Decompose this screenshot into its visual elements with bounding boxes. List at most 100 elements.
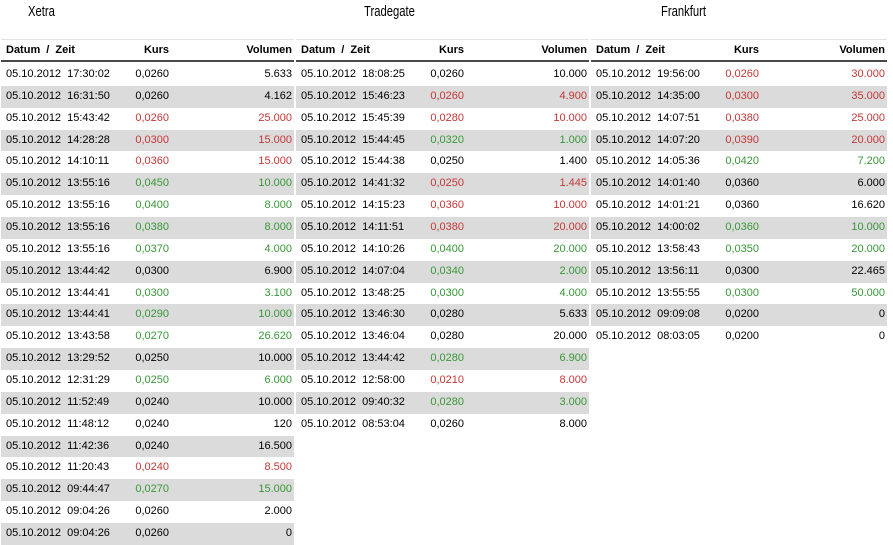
trade-volume: 5.633 <box>559 308 587 321</box>
trade-price: 0,0260 <box>135 505 169 518</box>
trade-price: 0,0260 <box>430 89 464 102</box>
trade-datetime: 05.10.2012 15:43:42 <box>6 111 110 124</box>
trade-datetime: 05.10.2012 08:53:04 <box>301 417 405 430</box>
trade-datetime: 05.10.2012 11:52:49 <box>6 395 110 408</box>
trade-price: 0,0380 <box>725 111 759 124</box>
trade-volume: 10.000 <box>258 177 292 190</box>
trade-datetime: 05.10.2012 09:04:26 <box>6 527 110 540</box>
trade-price: 0,0280 <box>430 111 464 124</box>
trade-row: 05.10.2012 14:07:04 0,0340 2.000 <box>296 260 589 283</box>
trade-price: 0,0300 <box>725 264 759 277</box>
trade-volume: 4.000 <box>559 286 587 299</box>
trade-price: 0,0260 <box>135 68 169 80</box>
trade-price: 0,0270 <box>135 330 169 343</box>
trade-volume: 15.000 <box>258 155 292 168</box>
trade-volume: 3.100 <box>264 286 292 299</box>
trade-datetime: 05.10.2012 14:01:40 <box>596 177 700 190</box>
trade-row: 05.10.2012 15:46:23 0,0260 4.900 <box>296 85 589 108</box>
trade-row: 05.10.2012 17:30:02 0,0260 5.633 <box>1 64 294 86</box>
trade-price: 0,0300 <box>725 89 759 102</box>
column-header-datum-zeit: Datum / Zeit <box>301 44 370 56</box>
trade-datetime: 05.10.2012 13:44:42 <box>6 264 110 277</box>
trade-row: 05.10.2012 09:40:32 0,0280 3.000 <box>296 391 589 414</box>
trade-row: 05.10.2012 13:44:42 0,0300 6.900 <box>1 260 294 283</box>
trades-table-body-frankfurt: 05.10.2012 19:56:00 0,0260 30.000 05.10.201… <box>591 64 887 349</box>
trade-row: 05.10.2012 13:46:04 0,0280 20.000 <box>296 326 589 349</box>
trade-row: 05.10.2012 14:41:32 0,0250 1.445 <box>296 173 589 196</box>
trade-volume: 6.000 <box>264 374 292 387</box>
trade-volume: 1.000 <box>559 133 587 146</box>
trade-volume: 22.465 <box>851 264 885 277</box>
trade-price: 0,0290 <box>135 308 169 321</box>
trade-price: 0,0280 <box>430 395 464 408</box>
trade-price: 0,0420 <box>725 155 759 168</box>
exchange-title-xetra: Xetra <box>28 3 55 20</box>
trade-volume: 10.000 <box>553 199 587 212</box>
trade-price: 0,0300 <box>135 133 169 146</box>
trade-volume: 8.000 <box>264 199 292 212</box>
trade-datetime: 05.10.2012 14:11:51 <box>301 221 405 234</box>
trade-datetime: 05.10.2012 14:10:26 <box>301 242 405 255</box>
trade-price: 0,0200 <box>725 308 759 321</box>
column-header-datum-zeit: Datum / Zeit <box>596 44 665 56</box>
trade-row: 05.10.2012 18:08:25 0,0260 10.000 <box>296 64 589 86</box>
trade-datetime: 05.10.2012 18:08:25 <box>301 68 405 80</box>
trade-row: 05.10.2012 15:43:42 0,0260 25.000 <box>1 107 294 130</box>
trade-datetime: 05.10.2012 14:07:20 <box>596 133 700 146</box>
trade-datetime: 05.10.2012 09:04:26 <box>6 505 110 518</box>
trade-row: 05.10.2012 14:07:51 0,0380 25.000 <box>591 107 887 130</box>
trade-price: 0,0250 <box>430 177 464 190</box>
column-header-datum-zeit: Datum / Zeit <box>6 44 75 56</box>
trade-volume: 20.000 <box>553 242 587 255</box>
trade-row: 05.10.2012 16:31:50 0,0260 4.162 <box>1 85 294 108</box>
trade-price: 0,0380 <box>135 221 169 234</box>
trade-price: 0,0360 <box>725 199 759 212</box>
trade-volume: 8.000 <box>264 221 292 234</box>
trade-row: 05.10.2012 19:56:00 0,0260 30.000 <box>591 64 887 86</box>
exchange-panel-tradegate: Datum / Zeit Kurs Volumen 05.10.2012 18:… <box>296 39 589 436</box>
trade-row: 05.10.2012 13:43:58 0,0270 26.620 <box>1 326 294 349</box>
trade-datetime: 05.10.2012 14:01:21 <box>596 199 700 212</box>
trade-datetime: 05.10.2012 13:55:16 <box>6 199 110 212</box>
trade-datetime: 05.10.2012 13:29:52 <box>6 352 110 365</box>
trade-volume: 16.500 <box>258 439 292 452</box>
trade-datetime: 05.10.2012 19:56:00 <box>596 68 700 80</box>
trade-row: 05.10.2012 14:11:51 0,0380 20.000 <box>296 217 589 239</box>
trade-price: 0,0360 <box>725 221 759 234</box>
trade-price: 0,0360 <box>725 177 759 190</box>
trade-row: 05.10.2012 11:20:43 0,0240 8.500 <box>1 457 294 480</box>
trade-datetime: 05.10.2012 15:44:38 <box>301 155 405 168</box>
trade-row: 05.10.2012 08:03:05 0,0200 0 <box>591 326 887 349</box>
trade-volume: 20.000 <box>851 242 885 255</box>
trade-row: 05.10.2012 13:55:16 0,0380 8.000 <box>1 217 294 239</box>
trade-price: 0,0240 <box>135 395 169 408</box>
trade-volume: 2.000 <box>559 264 587 277</box>
trade-row: 05.10.2012 11:42:36 0,0240 16.500 <box>1 435 294 458</box>
column-header-kurs: Kurs <box>733 44 759 56</box>
trade-row: 05.10.2012 13:55:16 0,0370 4.000 <box>1 238 294 261</box>
trade-price: 0,0300 <box>430 286 464 299</box>
exchange-panel-xetra: Datum / Zeit Kurs Volumen 05.10.2012 17:… <box>1 39 294 545</box>
trade-volume: 7.200 <box>857 155 885 168</box>
column-header-volumen: Volumen <box>246 44 292 56</box>
trade-datetime: 05.10.2012 09:44:47 <box>6 483 110 496</box>
trade-price: 0,0260 <box>135 527 169 540</box>
trade-row: 05.10.2012 13:55:55 0,0300 50.000 <box>591 282 887 305</box>
trade-price: 0,0390 <box>725 133 759 146</box>
trade-volume: 8.500 <box>264 461 292 474</box>
trade-datetime: 05.10.2012 14:15:23 <box>301 199 405 212</box>
trade-price: 0,0240 <box>135 439 169 452</box>
trade-volume: 6.900 <box>559 352 587 365</box>
trade-datetime: 05.10.2012 12:31:29 <box>6 374 110 387</box>
trade-volume: 50.000 <box>851 286 885 299</box>
trade-price: 0,0360 <box>135 155 169 168</box>
trade-datetime: 05.10.2012 14:05:36 <box>596 155 700 168</box>
trade-datetime: 05.10.2012 11:42:36 <box>6 439 110 452</box>
trade-price: 0,0250 <box>135 374 169 387</box>
trade-datetime: 05.10.2012 09:09:08 <box>596 308 700 321</box>
trades-table-body-xetra: 05.10.2012 17:30:02 0,0260 5.633 05.10.2012… <box>1 64 294 545</box>
trade-volume: 35.000 <box>851 89 885 102</box>
trade-price: 0,0200 <box>725 330 759 343</box>
trades-table-body-tradegate: 05.10.2012 18:08:25 0,0260 10.000 05.10.201… <box>296 64 589 436</box>
